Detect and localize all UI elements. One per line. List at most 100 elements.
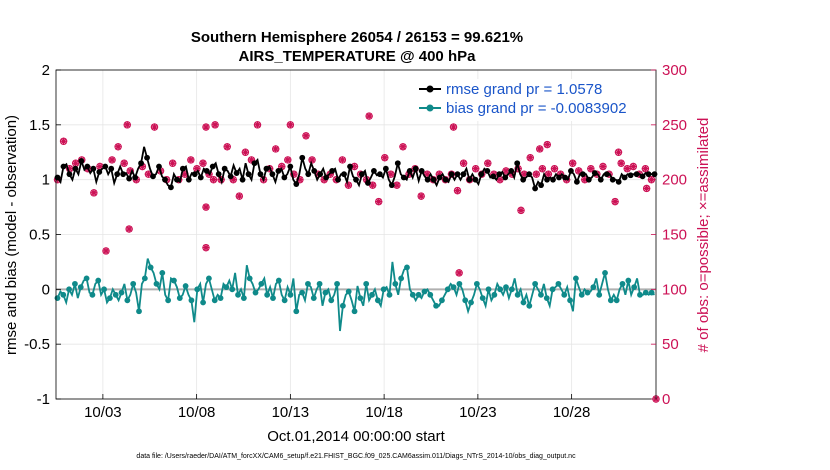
obs-count-point: [114, 143, 122, 151]
rmse-point: [84, 163, 91, 170]
obs-assimilated-marker: [150, 123, 159, 131]
bias-point: [136, 308, 142, 315]
bias-point: [206, 275, 212, 282]
obs-assimilated-marker: [449, 123, 458, 131]
y-axis-left-label: rmse and bias (model - observation): [3, 115, 20, 355]
rmse-point: [579, 171, 586, 178]
obs-assimilated-marker: [611, 198, 619, 206]
rmse-point: [311, 167, 318, 174]
rmse-point: [179, 165, 186, 172]
rmse-point: [609, 176, 616, 183]
obs-assimilated-marker: [114, 143, 122, 151]
bias-point: [602, 269, 608, 276]
bias-point: [240, 295, 247, 302]
rmse-point: [376, 171, 383, 178]
rmse-point: [550, 176, 556, 183]
obs-count-point: [168, 159, 177, 167]
obs-count-point: [90, 189, 98, 197]
bias-point: [246, 275, 253, 282]
rmse-point: [108, 165, 115, 172]
rmse-point: [585, 176, 592, 183]
bias-point: [479, 295, 486, 302]
x-axis-label: Oct.01,2014 00:00:00 start: [267, 428, 445, 445]
obs-count-point: [344, 181, 353, 189]
x-tick-label: 10/23: [459, 404, 497, 421]
bias-point: [363, 280, 370, 287]
obs-count-point: [517, 206, 525, 215]
obs-count-point: [611, 197, 619, 206]
obs-assimilated-marker: [187, 156, 195, 164]
bias-point: [456, 280, 463, 287]
obs-count-point: [123, 121, 131, 129]
bias-point: [590, 284, 597, 291]
obs-assimilated-marker: [399, 143, 407, 151]
bias-point: [89, 291, 96, 298]
rmse-point: [269, 171, 276, 178]
obs-assimilated-marker: [278, 162, 286, 171]
obs-count-point: [187, 156, 195, 164]
rmse-point: [221, 165, 228, 172]
bias-point: [264, 291, 271, 298]
bias-point: [468, 299, 474, 306]
obs-count-point: [308, 156, 316, 164]
rmse-point: [305, 171, 312, 178]
bias-point: [637, 291, 643, 298]
rmse-point: [251, 160, 258, 167]
bias-point: [485, 286, 492, 293]
x-tick-label: 10/18: [365, 404, 403, 421]
bias-point: [112, 291, 119, 298]
obs-assimilated-marker: [125, 225, 133, 233]
bias-point: [165, 297, 172, 304]
obs-assimilated-marker: [302, 132, 310, 140]
rmse-point: [281, 174, 288, 181]
y-left-tick-label: 1: [42, 172, 50, 189]
obs-count-point: [575, 167, 583, 175]
bias-point: [258, 280, 265, 287]
bias-point: [578, 291, 585, 298]
obs-assimilated-marker: [108, 156, 116, 164]
rmse-point: [645, 171, 652, 178]
bias-point: [310, 295, 317, 302]
rmse-point: [239, 176, 246, 183]
bias-point: [188, 297, 195, 304]
rmse-point: [114, 171, 121, 178]
obs-count-point: [543, 140, 551, 149]
obs-assimilated-marker: [59, 137, 68, 145]
y-right-tick-label: 200: [662, 172, 687, 189]
obs-assimilated-marker: [211, 121, 219, 129]
rmse-point: [293, 181, 300, 187]
rmse-point: [78, 158, 85, 164]
bias-point: [404, 264, 410, 271]
bias-point: [503, 284, 509, 291]
rmse-point: [448, 171, 455, 178]
bias-point: [380, 286, 387, 293]
bias-point: [293, 308, 300, 315]
obs-assimilated-marker: [138, 162, 146, 171]
rmse-point: [60, 163, 67, 170]
rmse-point: [466, 176, 473, 183]
rmse-point: [591, 170, 598, 176]
bias-point: [211, 297, 218, 304]
rmse-point: [562, 174, 568, 181]
bias-point: [176, 295, 183, 302]
bias-point: [642, 289, 649, 296]
obs-count-point: [284, 156, 292, 164]
bias-point: [473, 280, 480, 287]
bias-point: [95, 277, 102, 284]
obs-assimilated-marker: [169, 159, 177, 167]
bias-point: [538, 291, 544, 298]
rmse-point: [168, 184, 174, 191]
obs-assimilated-marker: [435, 170, 443, 178]
obs-count-point: [399, 143, 407, 151]
obs-count-point: [550, 165, 559, 173]
y-right-tick-label: 0: [662, 391, 670, 408]
obs-assimilated-marker: [484, 159, 492, 167]
bias-point: [596, 291, 603, 298]
obs-count-point: [459, 159, 468, 167]
obs-count-point: [199, 159, 207, 167]
obs-count-point: [532, 170, 541, 178]
obs-count-point: [526, 154, 534, 162]
bias-point: [72, 280, 78, 287]
rmse-point: [651, 171, 658, 178]
